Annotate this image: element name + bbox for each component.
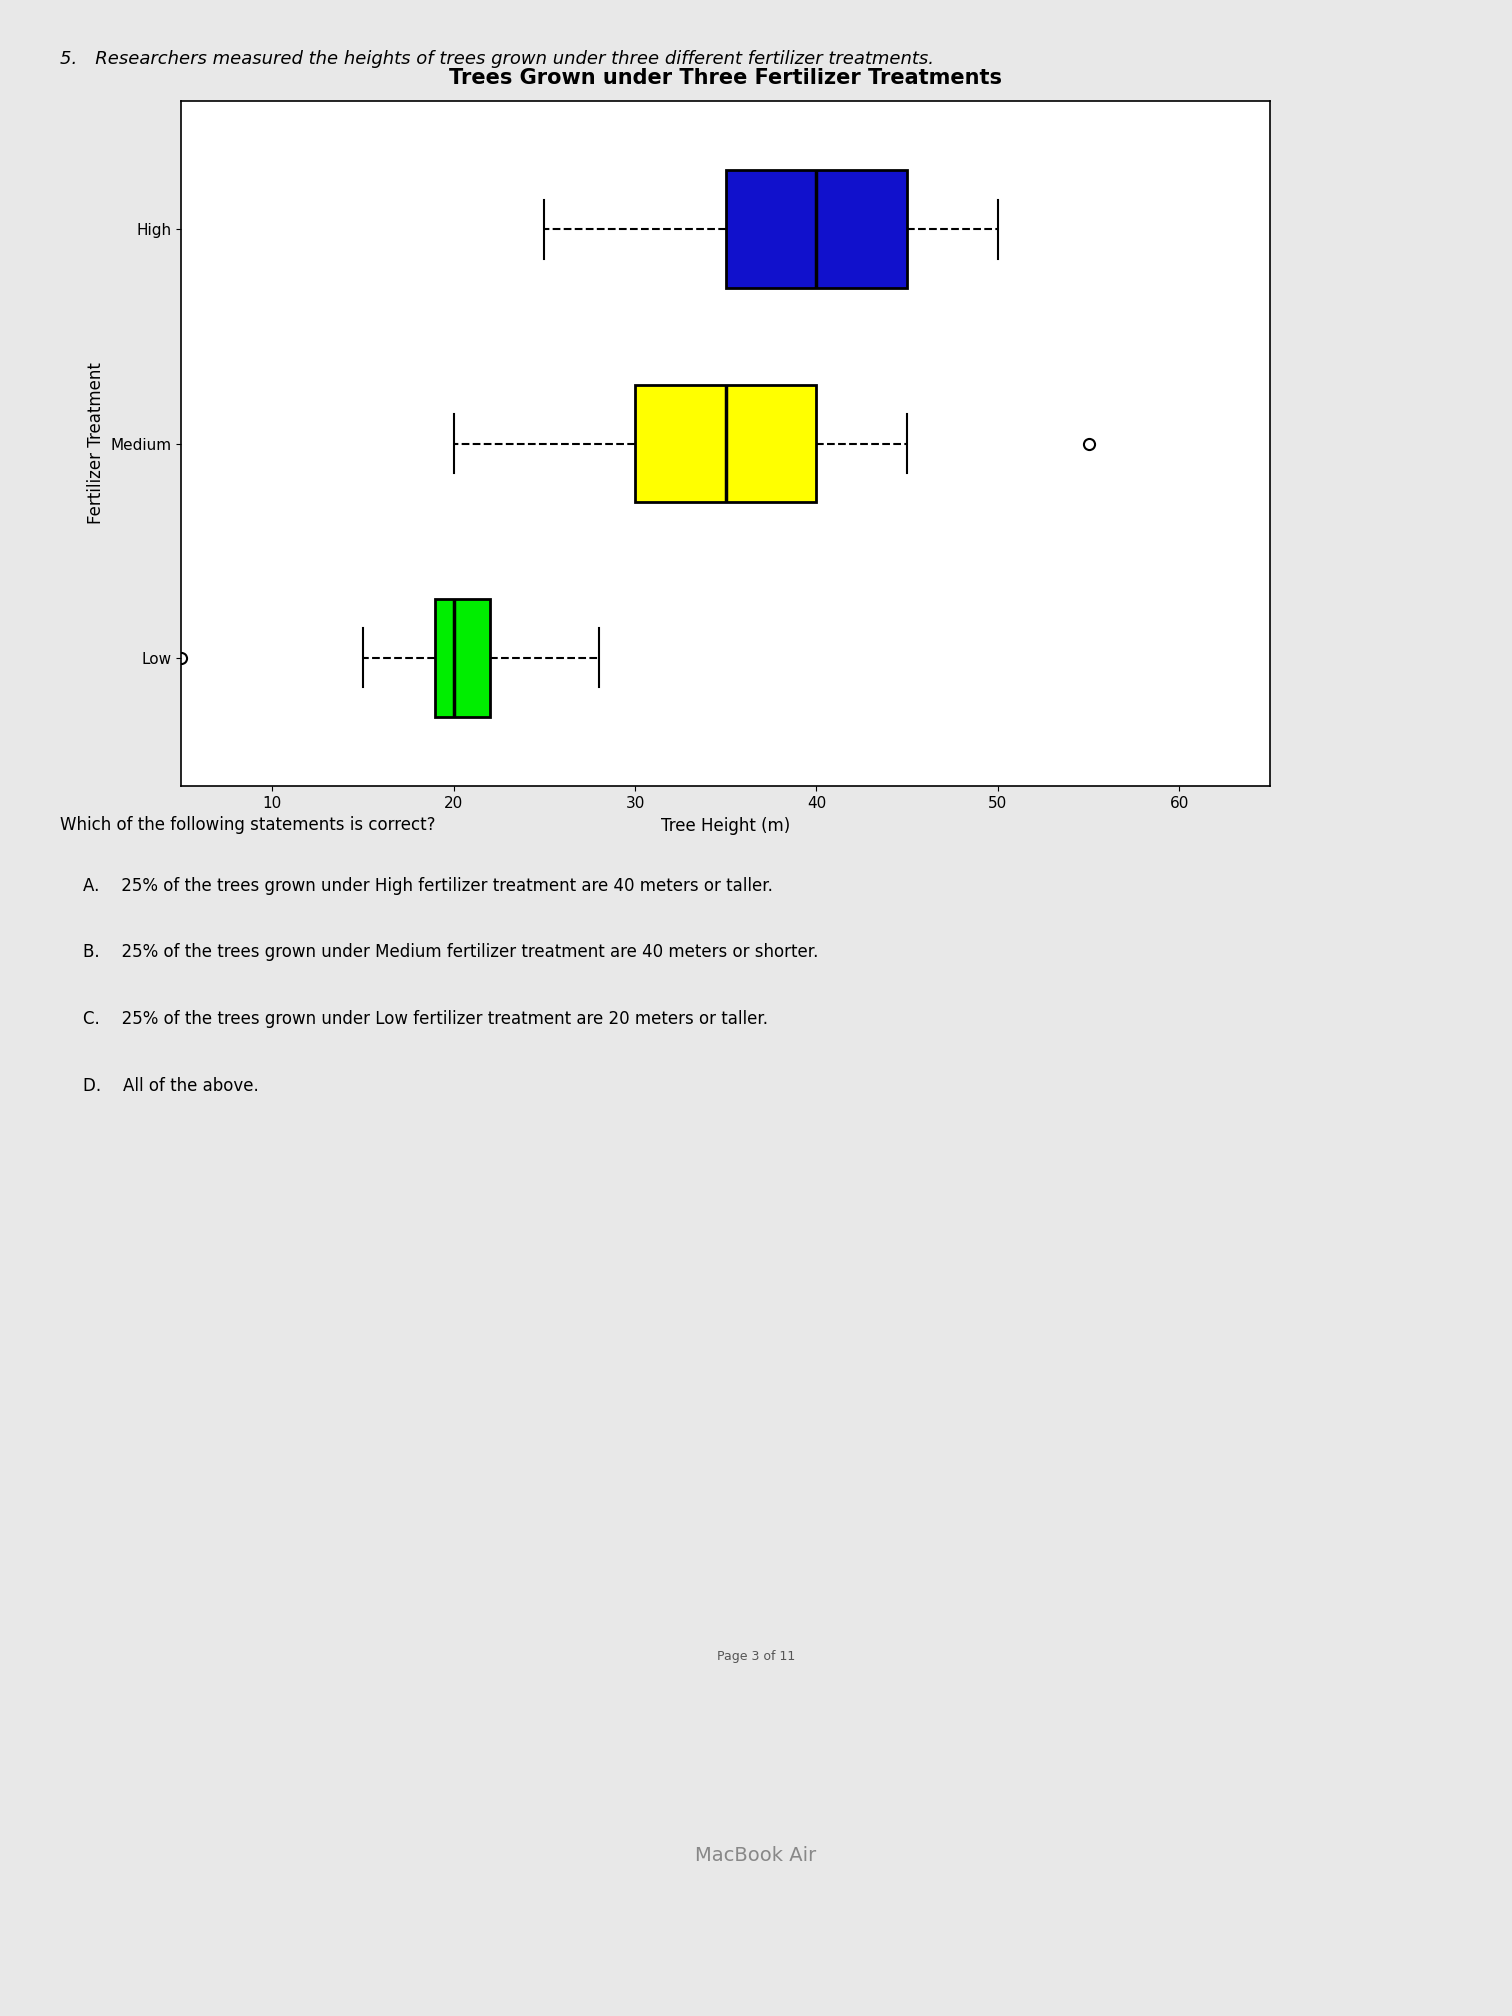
PathPatch shape: [726, 171, 907, 288]
Text: C.  25% of the trees grown under Low fertilizer treatment are 20 meters or talle: C. 25% of the trees grown under Low fert…: [83, 1010, 768, 1028]
X-axis label: Tree Height (m): Tree Height (m): [661, 816, 791, 835]
Title: Trees Grown under Three Fertilizer Treatments: Trees Grown under Three Fertilizer Treat…: [449, 69, 1002, 89]
Text: D.  All of the above.: D. All of the above.: [83, 1077, 259, 1095]
Text: 5. Researchers measured the heights of trees grown under three different fertili: 5. Researchers measured the heights of t…: [60, 50, 934, 69]
Text: Page 3 of 11: Page 3 of 11: [717, 1651, 795, 1663]
Text: Which of the following statements is correct?: Which of the following statements is cor…: [60, 816, 435, 835]
PathPatch shape: [635, 385, 816, 502]
Text: B.  25% of the trees grown under Medium fertilizer treatment are 40 meters or sh: B. 25% of the trees grown under Medium f…: [83, 943, 818, 962]
PathPatch shape: [435, 599, 490, 716]
Y-axis label: Fertilizer Treatment: Fertilizer Treatment: [88, 363, 104, 524]
Text: MacBook Air: MacBook Air: [696, 1847, 816, 1865]
Text: A.  25% of the trees grown under High fertilizer treatment are 40 meters or tall: A. 25% of the trees grown under High fer…: [83, 877, 773, 895]
